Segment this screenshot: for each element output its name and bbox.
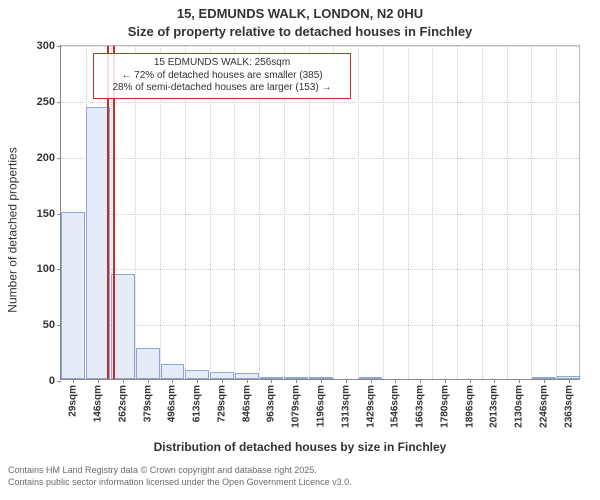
v-gridline — [457, 46, 458, 379]
footer-attribution: Contains HM Land Registry data © Crown c… — [8, 465, 352, 488]
x-axis-title: Distribution of detached houses by size … — [0, 440, 600, 454]
v-gridline — [408, 46, 409, 379]
y-tick-mark — [57, 269, 61, 270]
y-tick-label: 250 — [37, 96, 55, 108]
chart-title-line1: 15, EDMUNDS WALK, LONDON, N2 0HU — [0, 6, 600, 21]
v-gridline — [358, 46, 359, 379]
x-tick-label: 146sqm — [93, 385, 104, 422]
x-tick-mark — [98, 379, 99, 383]
h-gridline — [61, 269, 579, 270]
y-tick-mark — [57, 46, 61, 47]
y-tick-mark — [57, 102, 61, 103]
annotation-line: 28% of semi-detached houses are larger (… — [97, 82, 347, 95]
histogram-bar — [210, 372, 234, 379]
v-gridline — [556, 46, 557, 379]
x-tick-label: 262sqm — [117, 385, 128, 422]
plot-area: 15 EDMUNDS WALK: 256sqm← 72% of detached… — [60, 45, 580, 380]
y-tick-label: 150 — [37, 208, 55, 220]
x-tick-label: 1546sqm — [390, 385, 401, 428]
x-tick-mark — [73, 379, 74, 383]
chart-title-line2: Size of property relative to detached ho… — [0, 24, 600, 39]
x-tick-mark — [470, 379, 471, 383]
x-tick-mark — [271, 379, 272, 383]
histogram-bar — [136, 348, 160, 379]
x-tick-mark — [172, 379, 173, 383]
y-tick-label: 200 — [37, 152, 55, 164]
x-tick-mark — [569, 379, 570, 383]
x-tick-label: 1079sqm — [291, 385, 302, 428]
chart-container: 15, EDMUNDS WALK, LONDON, N2 0HU Size of… — [0, 0, 600, 500]
v-gridline — [432, 46, 433, 379]
annotation-line: 15 EDMUNDS WALK: 256sqm — [97, 57, 347, 70]
h-gridline — [61, 214, 579, 215]
histogram-bar — [161, 364, 185, 379]
x-tick-label: 29sqm — [68, 385, 79, 417]
h-gridline — [61, 102, 579, 103]
y-tick-label: 50 — [43, 319, 55, 331]
x-tick-mark — [420, 379, 421, 383]
x-tick-mark — [519, 379, 520, 383]
x-tick-label: 379sqm — [142, 385, 153, 422]
histogram-bar — [185, 370, 209, 379]
x-tick-label: 2246sqm — [538, 385, 549, 428]
x-tick-label: 2130sqm — [514, 385, 525, 428]
x-tick-label: 2363sqm — [563, 385, 574, 428]
h-gridline — [61, 46, 579, 47]
x-tick-mark — [247, 379, 248, 383]
x-tick-label: 1780sqm — [439, 385, 450, 428]
x-tick-mark — [321, 379, 322, 383]
h-gridline — [61, 325, 579, 326]
v-gridline — [531, 46, 532, 379]
y-tick-mark — [57, 158, 61, 159]
x-tick-mark — [123, 379, 124, 383]
histogram-bar — [61, 212, 85, 380]
x-tick-mark — [494, 379, 495, 383]
x-tick-label: 1313sqm — [340, 385, 351, 428]
x-tick-label: 496sqm — [167, 385, 178, 422]
x-tick-label: 729sqm — [216, 385, 227, 422]
x-tick-mark — [544, 379, 545, 383]
x-tick-mark — [371, 379, 372, 383]
h-gridline — [61, 158, 579, 159]
x-tick-label: 1196sqm — [316, 385, 327, 427]
x-tick-mark — [148, 379, 149, 383]
y-tick-label: 100 — [37, 263, 55, 275]
x-tick-label: 1429sqm — [365, 385, 376, 428]
y-tick-mark — [57, 381, 61, 382]
x-tick-label: 2013sqm — [489, 385, 500, 428]
y-tick-label: 300 — [37, 40, 55, 52]
x-tick-label: 1896sqm — [464, 385, 475, 428]
x-tick-mark — [346, 379, 347, 383]
annotation-box: 15 EDMUNDS WALK: 256sqm← 72% of detached… — [93, 53, 351, 99]
v-gridline — [507, 46, 508, 379]
y-axis-label: Number of detached properties — [4, 50, 22, 410]
x-tick-label: 613sqm — [192, 385, 203, 422]
y-tick-label: 0 — [49, 375, 55, 387]
x-tick-mark — [197, 379, 198, 383]
annotation-line: ← 72% of detached houses are smaller (38… — [97, 70, 347, 83]
footer-line2: Contains public sector information licen… — [8, 477, 352, 489]
x-tick-mark — [395, 379, 396, 383]
v-gridline — [482, 46, 483, 379]
x-tick-label: 1663sqm — [415, 385, 426, 428]
y-tick-mark — [57, 325, 61, 326]
x-tick-mark — [296, 379, 297, 383]
footer-line1: Contains HM Land Registry data © Crown c… — [8, 465, 352, 477]
x-tick-mark — [445, 379, 446, 383]
x-tick-label: 846sqm — [241, 385, 252, 422]
y-tick-mark — [57, 214, 61, 215]
v-gridline — [383, 46, 384, 379]
x-tick-mark — [222, 379, 223, 383]
x-tick-label: 963sqm — [266, 385, 277, 422]
